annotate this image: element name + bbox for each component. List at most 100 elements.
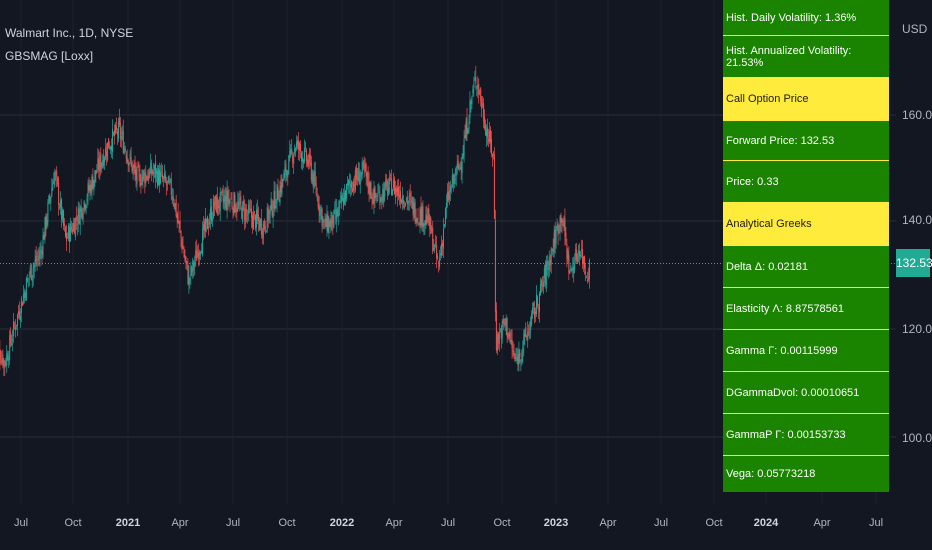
candle-body <box>44 217 46 240</box>
candle-body <box>360 172 362 178</box>
x-tick: Jul <box>440 517 456 529</box>
candle-body <box>201 250 203 254</box>
candle-body <box>582 248 584 265</box>
candle-body <box>401 196 403 203</box>
candle-body <box>451 175 453 188</box>
candle-body <box>566 244 568 259</box>
candle-body <box>61 199 63 220</box>
candle-body <box>13 321 15 337</box>
candle-body <box>65 226 67 237</box>
candle-body <box>152 170 154 174</box>
candle-body <box>266 207 268 231</box>
candle-body <box>379 193 381 206</box>
x-tick: Oct <box>64 517 82 529</box>
candle-body <box>186 261 188 264</box>
candle-body <box>105 147 107 160</box>
candle-body <box>387 182 389 196</box>
candle-body <box>139 173 141 186</box>
candle-body <box>530 320 532 331</box>
candle-body <box>290 148 292 155</box>
candle-body <box>343 198 345 207</box>
candle-body <box>58 182 60 206</box>
x-tick: 2022 <box>329 517 355 529</box>
candle-body <box>14 325 16 326</box>
indicator-name[interactable]: GBSMAG [Loxx] <box>5 49 94 63</box>
candle-body <box>198 251 200 260</box>
candle-body <box>506 318 508 337</box>
candle-body <box>323 221 325 222</box>
table-cell: Elasticity Λ: 8.87578561 <box>723 287 889 329</box>
x-tick: Oct <box>493 517 511 529</box>
y-tick: 140.00 <box>902 213 932 227</box>
candle-body <box>162 177 164 179</box>
candle-body <box>296 141 298 149</box>
candle-body <box>51 188 53 197</box>
candle-body <box>512 350 514 352</box>
candle-body <box>29 267 31 274</box>
candle-body <box>425 214 427 225</box>
candle-body <box>492 152 494 154</box>
candle-body <box>327 216 329 232</box>
candle-body <box>272 210 274 218</box>
candle-body <box>405 198 407 200</box>
candle-body <box>568 255 570 274</box>
candle-body <box>520 360 522 361</box>
candle-body <box>278 200 280 202</box>
candle-body <box>155 161 157 178</box>
candle-body <box>465 121 467 140</box>
candle-body <box>315 182 317 195</box>
candle-body <box>497 333 499 343</box>
candle-body <box>196 250 198 261</box>
candle-body <box>135 170 137 180</box>
candle-body <box>102 159 104 167</box>
candle-body <box>57 177 59 185</box>
candle-body <box>380 198 382 202</box>
candle-body <box>153 171 155 175</box>
candle-body <box>484 117 486 129</box>
candle-body <box>210 206 212 222</box>
candle-body <box>65 233 67 241</box>
candle-body <box>442 242 444 247</box>
candle-body <box>76 224 78 226</box>
candle-body <box>46 220 48 226</box>
candle-body <box>10 332 12 343</box>
candle-body <box>175 199 177 217</box>
candle-body <box>101 162 103 168</box>
candle-body <box>330 219 332 230</box>
candle-body <box>62 210 64 220</box>
candle-body <box>404 203 406 206</box>
candle-body <box>234 195 236 213</box>
candle-body <box>535 311 537 315</box>
candle-body <box>486 129 488 137</box>
candle-body <box>475 76 477 84</box>
candle-body <box>40 250 42 252</box>
candle-body <box>226 190 228 211</box>
candle-body <box>88 185 90 191</box>
candle-body <box>584 271 586 274</box>
candle-body <box>348 181 350 184</box>
candle-body <box>15 326 17 330</box>
candle-body <box>82 213 84 219</box>
candle-body <box>544 264 546 283</box>
candle-body <box>99 155 101 172</box>
candle-body <box>173 202 175 207</box>
candle-body <box>458 164 460 170</box>
candle-body <box>113 130 115 137</box>
candle-body <box>109 147 111 149</box>
candle-body <box>225 196 227 208</box>
candle-body <box>481 101 483 109</box>
candle-body <box>470 100 472 104</box>
candle-body <box>516 357 518 361</box>
candle-body <box>160 171 162 173</box>
candle-body <box>402 200 404 204</box>
candle-body <box>558 230 560 233</box>
table-cell: Price: 0.33 <box>723 160 889 202</box>
candle-body <box>469 100 471 118</box>
candle-body <box>83 200 85 211</box>
candle-body <box>250 208 252 210</box>
candle-body <box>284 167 286 172</box>
candle-body <box>222 194 224 202</box>
candle-body <box>496 334 498 351</box>
candle-body <box>556 226 558 229</box>
